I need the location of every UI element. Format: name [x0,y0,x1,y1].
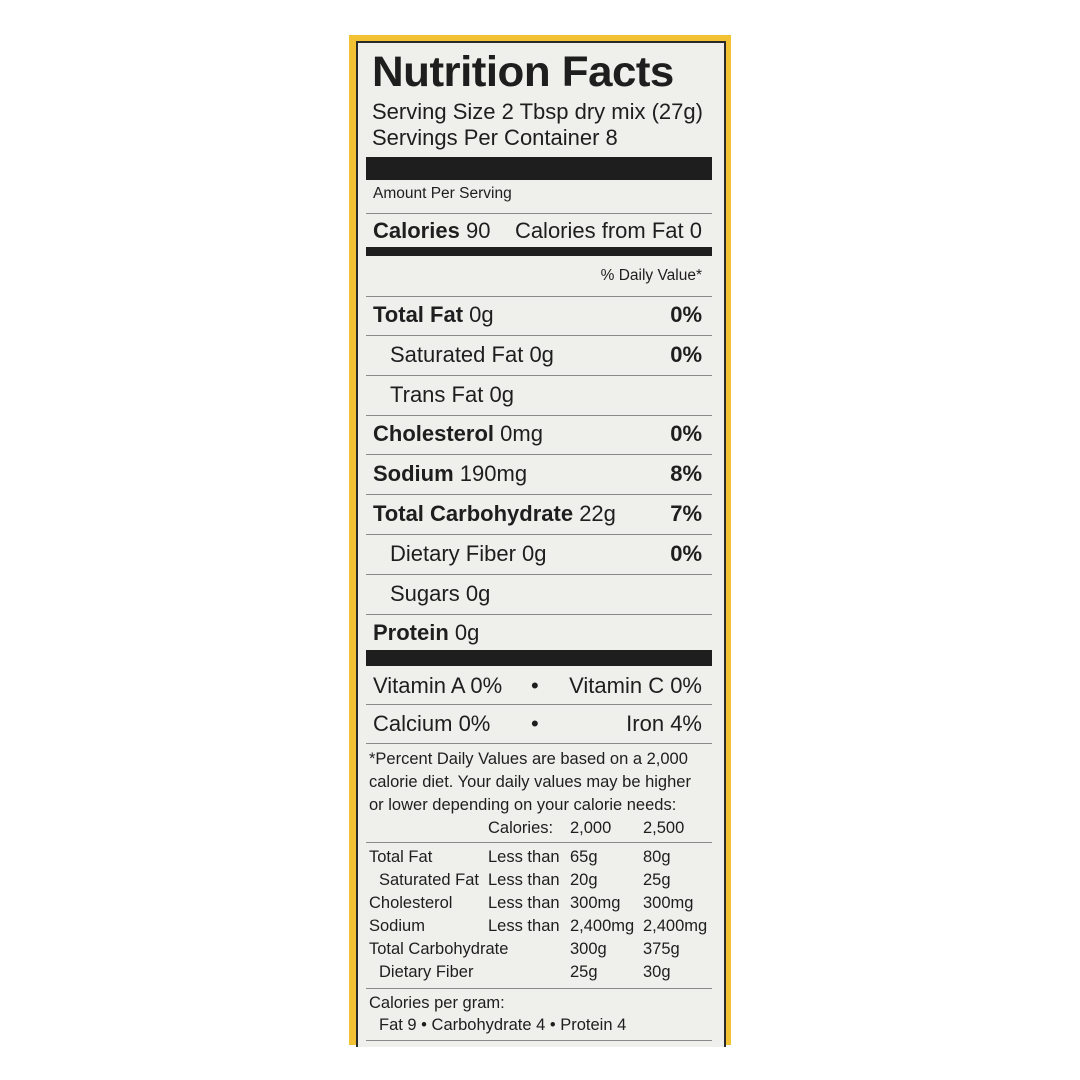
divider [366,704,712,705]
nutrient-name: Cholesterol [373,421,495,447]
bullet: • [531,673,539,698]
divider [366,573,712,575]
dv-table-cell: 300g [570,940,607,958]
dv-table-cell: Less than [488,871,560,889]
divider [366,454,712,456]
divider [366,494,712,496]
dv-table-cell: 300mg [643,894,694,912]
dv-table-cell: Less than [488,894,560,912]
divider [366,374,712,376]
nutrient-daily-value: 0% [670,421,702,447]
nutrient-daily-value: 8% [670,461,702,487]
nutrient-row: Sodium 190mg [373,461,527,487]
nutrient-daily-value: 0% [670,341,702,367]
nutrient-amount: 0g [454,620,480,646]
divider [366,335,712,336]
divider [366,1040,712,1041]
dv-table-cell: Less than [488,848,560,866]
divider [366,988,712,989]
dv-table-cell: 25g [643,871,671,889]
daily-value-header: % Daily Value* [600,267,702,284]
nutrient-name: Trans Fat [390,381,484,407]
nutrient-amount: 0g [522,540,547,566]
divider [366,414,712,416]
dv-table-cell: Cholesterol [369,894,453,912]
calories-value: 90 [465,218,491,243]
calories-per-gram-label: Calories per gram: [369,994,505,1012]
nutrient-row: Dietary Fiber 0g [390,541,547,567]
dv-table-header: 2,500 [643,819,685,837]
nutrient-name: Dietary Fiber [390,540,516,566]
dv-table-cell: Dietary Fiber [379,963,474,981]
nutrient-daily-value: 7% [670,501,702,526]
dv-table-header: Calories: [488,819,554,837]
divider [366,213,712,214]
nutrient-row: Total Carbohydrate 22g [373,501,616,527]
divider [366,534,712,535]
nutrition-panel [356,41,726,1047]
nutrient-name: Total Carbohydrate [373,501,574,526]
iron: Iron 4% [626,711,702,736]
bullet: • [531,711,539,736]
calories-per-gram: Fat 9 • Carbohydrate 4 • Protein 4 [379,1016,627,1034]
dv-table-cell: Less than [488,917,560,935]
vitamin-a: Vitamin A 0% [373,673,503,698]
amount-per-serving: Amount Per Serving [373,185,512,202]
nutrient-amount: 0mg [500,421,543,447]
dv-table-cell: Saturated Fat [379,871,479,889]
dv-table-cell: 30g [643,963,671,981]
nutrient-row: Total Fat 0g [373,302,494,328]
dv-table-cell: Total Carbohydrate [369,940,509,958]
dv-table-cell: 2,400mg [570,917,635,935]
nutrient-amount: 0g [469,302,494,327]
nutrient-amount: 0g [529,341,554,367]
dv-table-cell: Sodium [369,917,425,935]
dv-table-cell: 25g [570,963,598,981]
calories-from-fat: Calories from Fat 0 [514,218,702,243]
nutrient-name: Protein [373,620,449,646]
divider [366,743,712,744]
footnote-line: or lower depending on your calorie needs… [369,796,677,814]
calories-label: Calories [373,218,460,243]
dv-table-cell: Total Fat [369,848,433,866]
nutrient-row: Sugars 0g [390,581,490,607]
nutrient-amount: 22g [579,501,616,526]
nutrient-daily-value: 0% [670,302,702,327]
nutrient-amount: 0g [465,580,491,606]
serving-size: Serving Size 2 Tbsp dry mix (27g) [372,99,703,124]
calcium: Calcium 0% [373,711,491,736]
divider [366,296,712,297]
nutrient-row: Protein 0g [373,620,479,646]
dv-table-cell: 80g [643,848,671,866]
nutrient-name: Sodium [373,461,454,487]
dv-table-cell: 2,400mg [643,917,708,935]
thick-divider [366,650,712,666]
divider [366,842,712,843]
nutrient-row: Cholesterol 0mg [373,421,543,447]
label-title: Nutrition Facts [372,48,674,96]
thick-divider [366,157,712,180]
dv-table-header: 2,000 [570,819,612,837]
dv-table-cell: 65g [570,848,598,866]
footnote-line: calorie diet. Your daily values may be h… [369,773,691,791]
nutrient-daily-value: 0% [670,540,702,566]
dv-table-cell: 20g [570,871,598,889]
servings-per-container: Servings Per Container 8 [372,125,618,150]
nutrient-amount: 190mg [459,461,528,487]
medium-divider [366,247,712,256]
divider [366,613,712,615]
nutrient-name: Total Fat [373,302,464,327]
nutrient-row: Saturated Fat 0g [390,342,554,368]
nutrient-name: Saturated Fat [390,341,524,367]
nutrient-name: Sugars [390,580,460,606]
footnote-line: *Percent Daily Values are based on a 2,0… [369,750,688,768]
nutrient-amount: 0g [489,381,514,407]
calories-row: Calories 90 [373,218,490,244]
vitamin-c: Vitamin C 0% [569,673,702,698]
dv-table-cell: 375g [643,940,680,958]
dv-table-cell: 300mg [570,894,621,912]
nutrient-row: Trans Fat 0g [390,382,514,408]
